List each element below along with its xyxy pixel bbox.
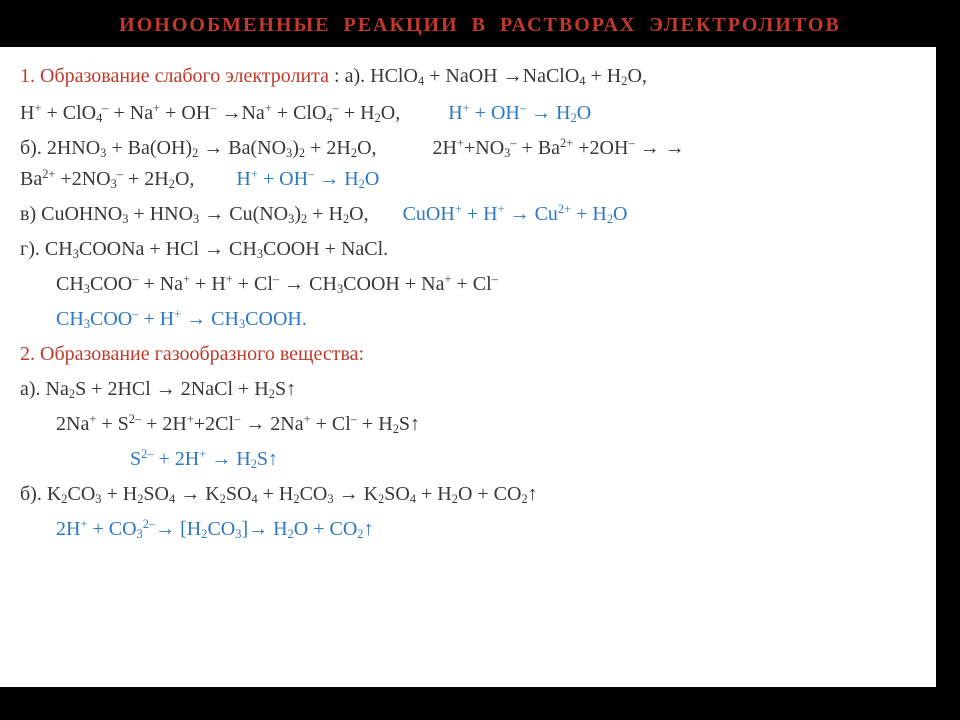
line-1g-full: CH3COO– + Na+ + H+ + Cl– → CH3COOH + Na+… [20, 269, 910, 300]
eq-1b-net: H+ + OH– → H2O [236, 168, 379, 190]
eq-2a-net: S2– + 2H+ → H2S↑ [130, 448, 278, 470]
sec2-heading: 2. Образование газообразного вещества: [20, 343, 364, 365]
line-1b-2: Ba2+ +2NO3– + 2H2O, H+ + OH– → H2O [20, 164, 910, 195]
line-2a-mol: а). Na2S + 2HCl → 2NaCl + H2S↑ [20, 374, 910, 405]
eq-1b-full-1: 2H++NO3– + Ba2+ +2OH– → → [433, 137, 685, 159]
eq-1v-net: CuOH+ + H+ → Cu2+ + H2O [403, 203, 628, 225]
line-1g-net: CH3COO– + H+ → CH3COOH. [20, 304, 910, 335]
line-1b-1: б). 2HNO3 + Ba(OH)2 → Ba(NO3)2 + 2H2O, 2… [20, 133, 910, 164]
eq-1a-net: H+ + OH– → H2O [448, 102, 591, 124]
eq-1b-full-2: Ba2+ +2NO3– + 2H2O, [20, 168, 194, 190]
eq-1g-molecular: г). CH3COONa + HCl → CH3COOH + NaCl. [20, 238, 388, 260]
eq-1g-full: CH3COO– + Na+ + H+ + Cl– → CH3COOH + Na+… [56, 273, 498, 295]
line-1a-mol: 1. Образование слабого электролита : а).… [20, 61, 910, 92]
line-1a-ionic: H+ + ClO4– + Na+ + OH– →Na+ + ClO4– + H2… [20, 98, 910, 129]
slide: ИОНООБМЕННЫЕ РЕАКЦИИ В РАСТВОРАХ ЭЛЕКТРО… [0, 0, 960, 720]
line-2a-net: S2– + 2H+ → H2S↑ [20, 444, 910, 475]
content-body: 1. Образование слабого электролита : а).… [0, 47, 936, 687]
eq-1b-molecular: б). 2HNO3 + Ba(OH)2 → Ba(NO3)2 + 2H2O, [20, 137, 377, 159]
eq-1v-molecular: в) CuOHNO3 + HNO3 → Cu(NO3)2 + H2O, [20, 203, 369, 225]
eq-1g-net: CH3COO– + H+ → CH3COOH. [56, 308, 307, 330]
line-2b-mol: б). K2CO3 + H2SO4 → K2SO4 + H2CO3 → K2SO… [20, 479, 910, 510]
slide-title: ИОНООБМЕННЫЕ РЕАКЦИИ В РАСТВОРАХ ЭЛЕКТРО… [0, 0, 960, 47]
sec1-heading: 1. Образование слабого электролита [20, 65, 329, 87]
eq-2a-full: 2Na+ + S2– + 2H++2Cl– → 2Na+ + Cl– + H2S… [56, 413, 420, 435]
line-2a-full: 2Na+ + S2– + 2H++2Cl– → 2Na+ + Cl– + H2S… [20, 409, 910, 440]
eq-2b-molecular: б). K2CO3 + H2SO4 → K2SO4 + H2CO3 → K2SO… [20, 483, 538, 505]
line-2b-net: 2H+ + CO32–→ [H2CO3]→ H2O + CO2↑ [20, 514, 910, 545]
sec2-heading-line: 2. Образование газообразного вещества: [20, 339, 910, 370]
eq-2a-molecular: а). Na2S + 2HCl → 2NaCl + H2S↑ [20, 378, 296, 400]
line-1v: в) CuOHNO3 + HNO3 → Cu(NO3)2 + H2O, CuOH… [20, 199, 910, 230]
eq-1a-molecular: : а). HClO4 + NaOH →NaClO4 + H2O, [334, 65, 647, 87]
line-1g-mol: г). CH3COONa + HCl → CH3COOH + NaCl. [20, 234, 910, 265]
eq-1a-full: H+ + ClO4– + Na+ + OH– →Na+ + ClO4– + H2… [20, 102, 400, 124]
eq-2b-net: 2H+ + CO32–→ [H2CO3]→ H2O + CO2↑ [56, 518, 373, 540]
